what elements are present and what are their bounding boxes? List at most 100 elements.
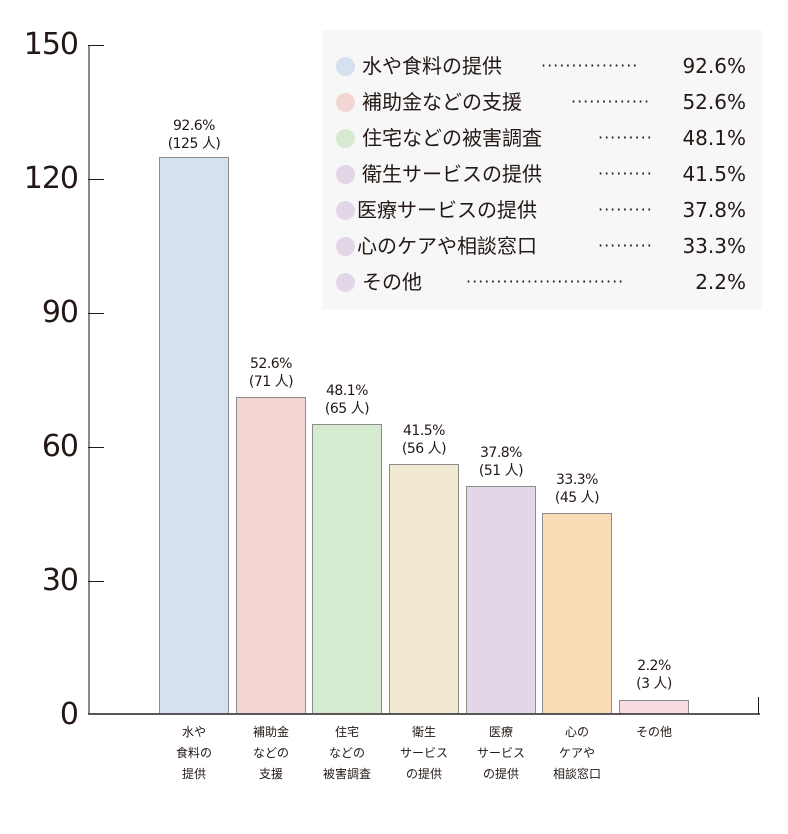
legend-dot-icon <box>336 57 355 76</box>
bar-subsidy <box>236 397 306 714</box>
legend-leader-dots: ········· <box>598 236 653 255</box>
bar-sanitation <box>389 464 459 714</box>
legend-dot-icon <box>336 165 355 184</box>
y-tick-mark <box>88 45 104 46</box>
legend-label: 心のケアや相談窓口 <box>357 234 537 258</box>
bar-percentage: 52.6% <box>250 356 292 372</box>
category-line: 心の <box>564 725 589 739</box>
category-line: 水や <box>181 725 206 739</box>
category-line: サービス <box>399 746 448 760</box>
legend-dot-icon <box>336 201 355 220</box>
bar-percentage: 33.3% <box>556 472 598 488</box>
category-line: サービス <box>476 746 525 760</box>
legend-item: 補助金などの支援 ············· 52.6% <box>336 87 746 117</box>
bar-value-label: 52.6% (71 人) <box>221 355 321 391</box>
legend-leader-dots: ········· <box>598 200 653 219</box>
legend-dot-icon <box>336 273 355 292</box>
legend-value: 48.1% <box>682 126 746 150</box>
bar-value-label: 37.8% (51 人) <box>451 444 551 480</box>
y-tick-label-120: 120 <box>23 161 79 196</box>
bar-count: (51 人) <box>478 463 524 479</box>
y-tick-label-0: 0 <box>59 697 79 732</box>
legend-label: その他 <box>362 270 422 294</box>
category-line: 住宅 <box>334 725 359 739</box>
bar-count: (65 人) <box>324 401 370 417</box>
x-category-label: 医療 サービス の提供 <box>461 722 541 785</box>
bar-value-label: 41.5% (56 人) <box>374 422 474 458</box>
y-tick-mark <box>88 313 104 314</box>
y-tick-label-90: 90 <box>41 295 79 330</box>
legend-value: 2.2% <box>695 270 746 294</box>
y-tick-label-30: 30 <box>41 563 79 598</box>
legend-value: 37.8% <box>682 198 746 222</box>
legend-leader-dots: ················ <box>541 56 639 75</box>
category-line: 被害調査 <box>322 767 371 781</box>
legend-label: 住宅などの被害調査 <box>362 126 542 150</box>
bar-value-label: 92.6% (125 人) <box>144 117 244 153</box>
bar-food-water <box>159 157 229 714</box>
legend-item: 水や食料の提供 ················ 92.6% <box>336 51 746 81</box>
bar-count: (71 人) <box>248 374 294 390</box>
x-category-label: 住宅 などの 被害調査 <box>307 722 387 785</box>
bar-percentage: 48.1% <box>326 383 368 399</box>
y-tick-label-150: 150 <box>23 27 79 62</box>
legend-item: その他 ·························· 2.2% <box>336 267 746 297</box>
category-line: 食料の <box>175 746 212 760</box>
category-line: 補助金 <box>252 725 289 739</box>
category-line: ケアや <box>558 746 595 760</box>
bar-percentage: 92.6% <box>173 118 215 134</box>
legend-value: 52.6% <box>682 90 746 114</box>
legend-leader-dots: ·························· <box>466 272 625 291</box>
legend-item: 医療サービスの提供 ········· 37.8% <box>336 195 746 225</box>
bar-count: (3 人) <box>636 676 672 692</box>
y-tick-label-60: 60 <box>41 429 79 464</box>
legend-item: 心のケアや相談窓口 ········· 33.3% <box>336 231 746 261</box>
x-category-label: 補助金 などの 支援 <box>231 722 311 785</box>
category-line: 支援 <box>258 767 283 781</box>
bar-percentage: 2.2% <box>637 658 671 674</box>
y-tick-mark <box>88 179 104 180</box>
x-category-label: 心の ケアや 相談窓口 <box>537 722 617 785</box>
legend-value: 33.3% <box>682 234 746 258</box>
bar-count: (125 人) <box>167 136 221 152</box>
legend-leader-dots: ········· <box>598 164 653 183</box>
bar-other <box>619 700 689 714</box>
bar-value-label: 2.2% (3 人) <box>604 657 704 693</box>
legend-label: 水や食料の提供 <box>362 54 502 78</box>
category-line: などの <box>328 746 365 760</box>
legend-dot-icon <box>336 129 355 148</box>
bar-value-label: 48.1% (65 人) <box>297 382 397 418</box>
y-axis <box>88 45 90 715</box>
category-line: 提供 <box>181 767 206 781</box>
bar-mental-care <box>542 513 612 714</box>
x-category-label: 衛生 サービス の提供 <box>384 722 464 785</box>
bar-count: (56 人) <box>401 441 447 457</box>
legend: 水や食料の提供 ················ 92.6% 補助金などの支援 … <box>322 30 762 310</box>
bar-percentage: 37.8% <box>480 445 522 461</box>
legend-value: 41.5% <box>682 162 746 186</box>
bar-value-label: 33.3% (45 人) <box>527 471 627 507</box>
legend-dot-icon <box>336 237 355 256</box>
bar-count: (45 人) <box>554 490 600 506</box>
legend-item: 住宅などの被害調査 ········· 48.1% <box>336 123 746 153</box>
legend-leader-dots: ············· <box>571 92 651 111</box>
bar-percentage: 41.5% <box>403 423 445 439</box>
category-line: 衛生 <box>411 725 436 739</box>
category-line: などの <box>252 746 289 760</box>
category-line: その他 <box>635 725 672 739</box>
legend-item: 衛生サービスの提供 ········· 41.5% <box>336 159 746 189</box>
category-line: 医療 <box>488 725 513 739</box>
bar-medical <box>466 486 536 714</box>
legend-label: 補助金などの支援 <box>362 90 522 114</box>
x-axis <box>88 713 760 715</box>
x-category-label: 水や 食料の 提供 <box>154 722 234 785</box>
x-axis-end-mark <box>758 697 759 714</box>
legend-label: 衛生サービスの提供 <box>362 162 542 186</box>
y-tick-mark <box>88 581 104 582</box>
y-tick-mark <box>88 447 104 448</box>
legend-label: 医療サービスの提供 <box>357 198 537 222</box>
legend-dot-icon <box>336 93 355 112</box>
x-category-label: その他 <box>614 722 694 743</box>
category-line: の提供 <box>405 767 442 781</box>
